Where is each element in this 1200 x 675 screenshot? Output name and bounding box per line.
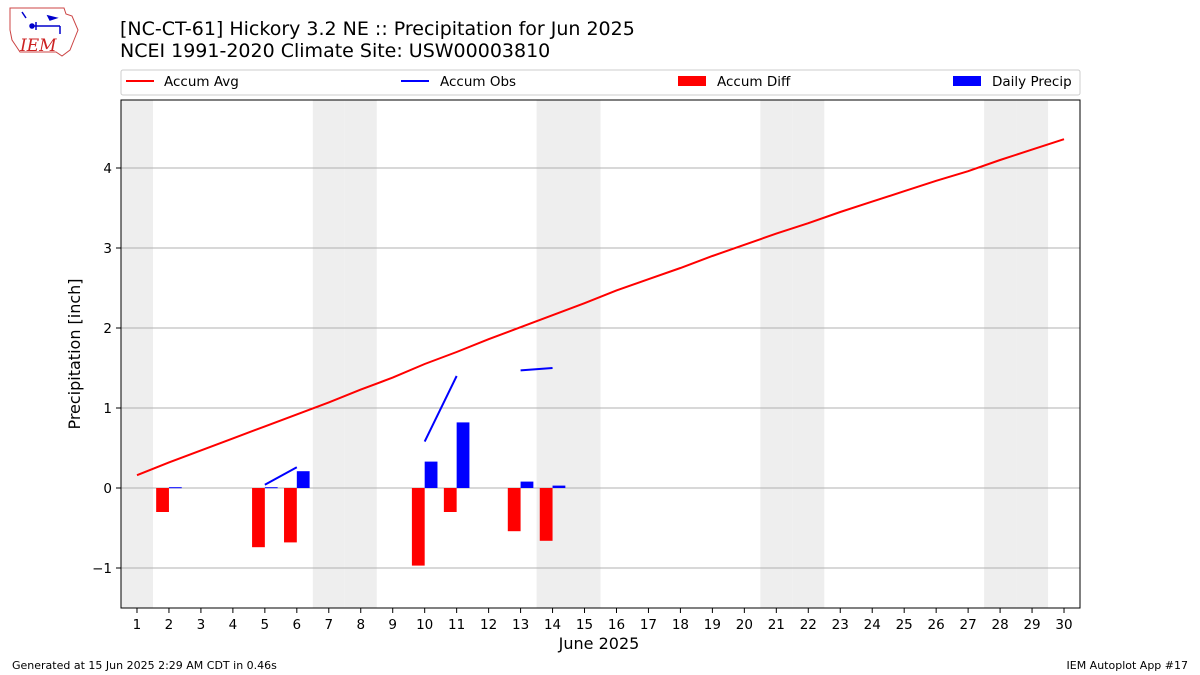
accum-obs-line-segment-3: [520, 367, 553, 372]
accum-diff-bar-day-10: [411, 488, 425, 566]
x-tick-label: 8: [356, 617, 365, 633]
y-tick-label: 1: [103, 401, 112, 417]
x-tick-label: 5: [261, 617, 270, 633]
weekend-shade-day-7: [312, 100, 345, 608]
x-tick-label: 12: [480, 617, 497, 633]
x-tick-label: 4: [229, 617, 238, 633]
legend-swatch-daily-precip: [953, 76, 981, 86]
x-tick-label: 2: [165, 617, 174, 633]
accum-diff-bar-day-6: [284, 488, 297, 543]
x-tick-label: 29: [1023, 617, 1040, 633]
accum-diff-bar-day-2: [156, 488, 169, 512]
accum-diff-bar-day-5: [252, 488, 265, 548]
x-tick-label: 25: [896, 617, 913, 633]
legend-label-accum-avg: Accum Avg: [164, 74, 239, 90]
logo-text: IEM: [19, 36, 57, 56]
legend-label-daily-precip: Daily Precip: [992, 74, 1072, 90]
x-tick-label: 9: [388, 617, 397, 633]
weekend-shade-day-22: [792, 100, 825, 608]
y-tick-label: 2: [103, 321, 112, 337]
daily-precip-bar-day-5: [264, 487, 278, 489]
x-tick-label: 11: [448, 617, 465, 633]
weekend-shade-day-21: [760, 100, 793, 608]
x-axis-label: June 2025: [558, 634, 640, 653]
weekend-shade-day-1: [121, 100, 153, 608]
daily-precip-bar-day-2: [168, 487, 182, 489]
daily-precip-bar-day-10: [424, 461, 438, 488]
footer-app: IEM Autoplot App #17: [1067, 659, 1189, 672]
accum-avg-line: [136, 138, 1065, 477]
x-tick-label: 19: [704, 617, 721, 633]
x-tick-label: 16: [608, 617, 625, 633]
accum-obs-line-segment-1: [264, 466, 298, 486]
plot-frame: [120, 99, 1081, 609]
chart-title: [NC-CT-61] Hickory 3.2 NE :: Precipitati…: [120, 18, 635, 40]
legend-label-accum-obs: Accum Obs: [440, 74, 516, 90]
x-tick-label: 15: [576, 617, 593, 633]
accum-diff-bar-day-11: [443, 488, 457, 512]
footer-generated: Generated at 15 Jun 2025 2:29 AM CDT in …: [12, 659, 277, 672]
daily-precip-bar-day-6: [296, 471, 310, 488]
chart-subtitle: NCEI 1991-2020 Climate Site: USW00003810: [120, 40, 550, 62]
y-tick-label: 0: [103, 481, 112, 497]
y-tick-label: 3: [103, 241, 112, 257]
x-tick-label: 13: [512, 617, 529, 633]
x-tick-label: 28: [991, 617, 1008, 633]
y-axis-label: Precipitation [inch]: [65, 278, 84, 429]
accum-diff-bar-day-14: [539, 488, 553, 541]
legend: Accum Avg Accum Obs Accum Diff Daily Pre…: [120, 69, 1081, 96]
x-tick-label: 23: [832, 617, 849, 633]
legend-swatch-accum-diff: [678, 76, 706, 86]
iem-logo: IEM: [9, 7, 79, 57]
daily-precip-bar-day-14: [552, 485, 566, 488]
x-tick-label: 6: [293, 617, 302, 633]
x-tick-label: 3: [197, 617, 206, 633]
x-tick-label: 18: [672, 617, 689, 633]
legend-label-accum-diff: Accum Diff: [717, 74, 791, 90]
accum-diff-bar-day-13: [507, 488, 521, 532]
legend-box: [120, 69, 1081, 96]
weekend-shade-day-8: [344, 100, 377, 608]
daily-precip-bar-day-13: [520, 481, 534, 488]
x-tick-label: 17: [640, 617, 657, 633]
weekend-shade-day-15: [568, 100, 601, 608]
x-tick-label: 14: [544, 617, 561, 633]
weekend-shade-day-28: [984, 100, 1017, 608]
x-tick-label: 26: [928, 617, 945, 633]
x-tick-label: 21: [768, 617, 785, 633]
x-tick-label: 7: [324, 617, 333, 633]
y-tick-label: −1: [92, 561, 112, 577]
y-tick-label: 4: [103, 161, 112, 177]
weekend-shade-day-29: [1016, 100, 1049, 608]
x-tick-label: 20: [736, 617, 753, 633]
x-tick-label: 30: [1055, 617, 1072, 633]
x-tick-label: 24: [864, 617, 881, 633]
x-tick-label: 10: [416, 617, 433, 633]
x-tick-label: 1: [133, 617, 142, 633]
daily-precip-bar-day-11: [456, 422, 470, 488]
x-tick-label: 22: [800, 617, 817, 633]
accum-obs-line-segment-2: [423, 375, 458, 443]
x-tick-label: 27: [960, 617, 977, 633]
